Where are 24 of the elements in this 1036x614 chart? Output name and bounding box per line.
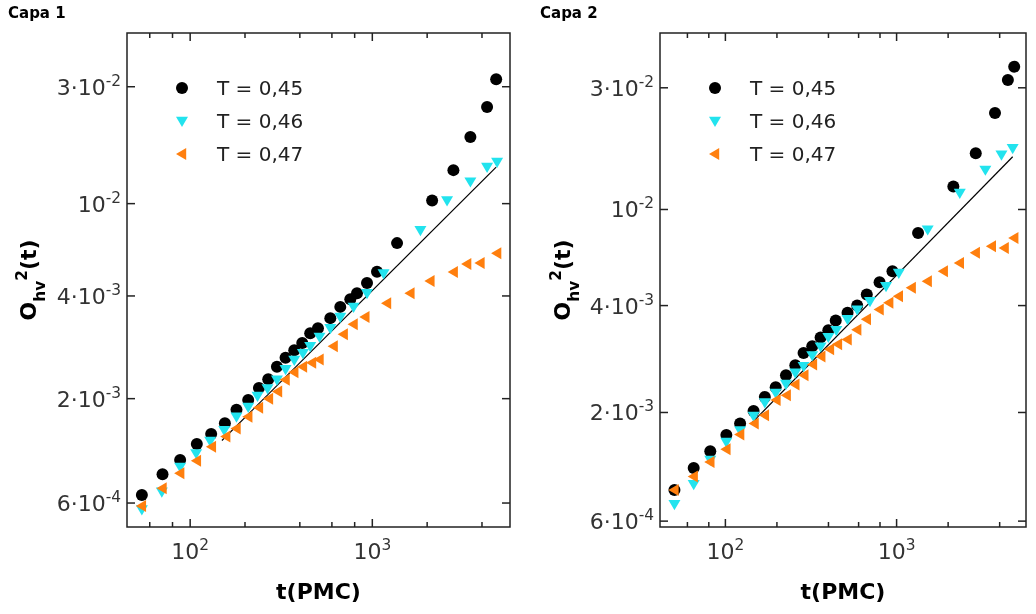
legend-label: T = 0,46 [216, 109, 304, 133]
legend-label: T = 0,45 [749, 76, 837, 100]
y-tick-label: 3·10$^{-2}$ [56, 71, 121, 100]
y-tick-label: 2·10$^{-3}$ [589, 397, 654, 426]
y-tick-label: 4·10$^{-3}$ [589, 290, 654, 319]
legend-label: T = 0,47 [216, 142, 304, 166]
x-tick-label: 10$^{2}$ [706, 536, 745, 564]
y-tick-label: 3·10$^{-2}$ [589, 72, 654, 101]
x-tick-label: 10$^{3}$ [877, 536, 916, 564]
chart-title: Capa 1 [8, 4, 66, 22]
y-tick-label: 10$^{-2}$ [77, 188, 121, 217]
x-tick-label: 10$^{3}$ [353, 536, 392, 564]
y-tick-label: 6·10$^{-4}$ [56, 488, 121, 517]
x-axis-title: t(PMC) [276, 579, 361, 604]
legend-label: T = 0,45 [216, 76, 304, 100]
chart-title: Capa 2 [540, 4, 598, 22]
legend-label: T = 0,47 [749, 142, 837, 166]
x-axis-title: t(PMC) [800, 579, 886, 604]
y-tick-label: 10$^{-2}$ [610, 194, 654, 223]
y-tick-label: 2·10$^{-3}$ [56, 383, 121, 412]
x-tick-label: 10$^{2}$ [171, 536, 210, 564]
legend-label: T = 0,46 [749, 109, 837, 133]
y-tick-label: 4·10$^{-3}$ [56, 280, 121, 309]
y-tick-label: 6·10$^{-4}$ [589, 506, 654, 535]
